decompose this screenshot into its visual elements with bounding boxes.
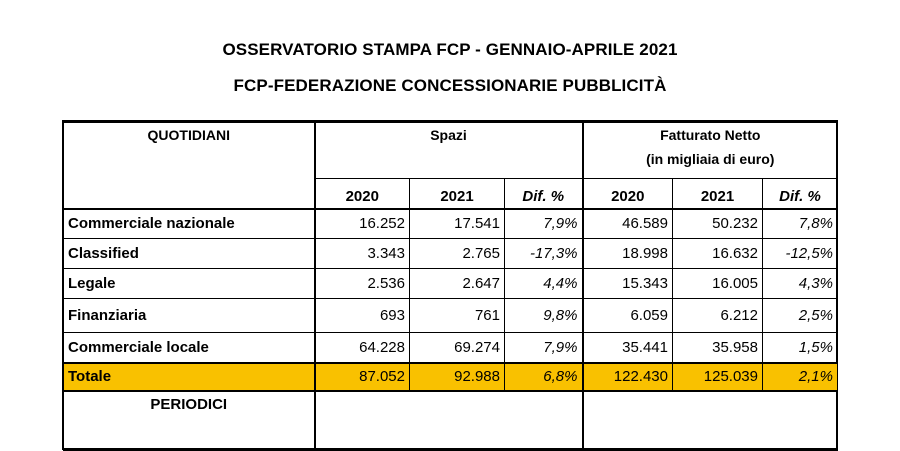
cell-spazi-2021: 69.274 (409, 332, 505, 363)
cell-fatturato-2021: 35.958 (672, 332, 763, 363)
cell-fatturato-2021: 50.232 (672, 208, 763, 239)
row-label: Classified (63, 238, 315, 269)
row-label: Commerciale locale (63, 332, 315, 363)
cell-fatturato-dif: 1,5% (762, 332, 838, 363)
cell-spazi-dif: -17,3% (504, 238, 583, 269)
cell-spazi-2020: 64.228 (313, 332, 410, 363)
cell-spazi-2021: 17.541 (409, 208, 505, 239)
cell-spazi-2020: 3.343 (313, 238, 410, 269)
cell-fatturato-dif: 4,3% (762, 268, 838, 299)
table-row: Commerciale locale 64.228 69.274 7,9% 35… (63, 332, 838, 363)
periodici-label: PERIODICI (150, 395, 228, 413)
header-periodici: PERIODICI (63, 389, 315, 451)
total-spazi-dif: 6,8% (504, 362, 583, 391)
cell-spazi-dif: 7,9% (504, 332, 583, 363)
periodici-spazi-cell (313, 389, 583, 451)
col-spazi-2020: 2020 (313, 178, 410, 209)
cell-fatturato-2020: 46.589 (581, 208, 673, 239)
col-fatturato-2020: 2020 (581, 178, 673, 209)
periodici-header-row: PERIODICI (63, 389, 838, 451)
header-fatturato: Fatturato Netto (in migliaia di euro) (581, 122, 838, 179)
cell-spazi-2021: 761 (409, 298, 505, 333)
table-row: Finanziaria 693 761 9,8% 6.059 6.212 2,5… (63, 298, 838, 333)
table-row: Commerciale nazionale 16.252 17.541 7,9%… (63, 208, 838, 239)
quotidiani-label: QUOTIDIANI (147, 127, 230, 143)
spazi-label: Spazi (430, 127, 467, 143)
col-spazi-dif: Dif. % (504, 178, 583, 209)
cell-fatturato-2021: 16.005 (672, 268, 763, 299)
total-label: Totale (63, 362, 315, 391)
fatturato-label: Fatturato Netto (660, 127, 761, 143)
cell-spazi-dif: 9,8% (504, 298, 583, 333)
col-fatturato-2021: 2021 (672, 178, 763, 209)
row-label: Legale (63, 268, 315, 299)
row-label: Commerciale nazionale (63, 208, 315, 239)
page-subtitle: FCP-FEDERAZIONE CONCESSIONARIE PUBBLICIT… (233, 76, 667, 95)
table-row: Classified 3.343 2.765 -17,3% 18.998 16.… (63, 238, 838, 269)
cell-fatturato-dif: -12,5% (762, 238, 838, 269)
header-quotidiani: QUOTIDIANI (63, 122, 315, 209)
total-spazi-2021: 92.988 (409, 362, 505, 391)
cell-fatturato-dif: 7,8% (762, 208, 838, 239)
cell-fatturato-2021: 16.632 (672, 238, 763, 269)
cell-fatturato-2020: 18.998 (581, 238, 673, 269)
col-spazi-2021: 2021 (409, 178, 505, 209)
cell-fatturato-2020: 6.059 (581, 298, 673, 333)
cell-spazi-2021: 2.647 (409, 268, 505, 299)
periodici-fatturato-cell (581, 389, 838, 451)
quotidiani-table: QUOTIDIANI Spazi Fatturato Netto (in mig… (63, 122, 838, 451)
row-label: Finanziaria (63, 298, 315, 333)
col-fatturato-dif: Dif. % (762, 178, 838, 209)
cell-fatturato-dif: 2,5% (762, 298, 838, 333)
total-fatturato-2020: 122.430 (581, 362, 673, 391)
total-row: Totale 87.052 92.988 6,8% 122.430 125.03… (63, 362, 838, 391)
cell-spazi-dif: 4,4% (504, 268, 583, 299)
cell-spazi-2020: 16.252 (313, 208, 410, 239)
total-fatturato-dif: 2,1% (762, 362, 838, 391)
cell-spazi-2020: 2.536 (313, 268, 410, 299)
total-spazi-2020: 87.052 (313, 362, 410, 391)
cell-fatturato-2021: 6.212 (672, 298, 763, 333)
fatturato-unit-label: (in migliaia di euro) (646, 151, 775, 167)
cell-fatturato-2020: 35.441 (581, 332, 673, 363)
header-spazi: Spazi (313, 122, 583, 179)
cell-fatturato-2020: 15.343 (581, 268, 673, 299)
page-title: OSSERVATORIO STAMPA FCP - GENNAIO-APRILE… (222, 40, 678, 59)
cell-spazi-dif: 7,9% (504, 208, 583, 239)
cell-spazi-2020: 693 (313, 298, 410, 333)
cell-spazi-2021: 2.765 (409, 238, 505, 269)
table-row: Legale 2.536 2.647 4,4% 15.343 16.005 4,… (63, 268, 838, 299)
total-fatturato-2021: 125.039 (672, 362, 763, 391)
